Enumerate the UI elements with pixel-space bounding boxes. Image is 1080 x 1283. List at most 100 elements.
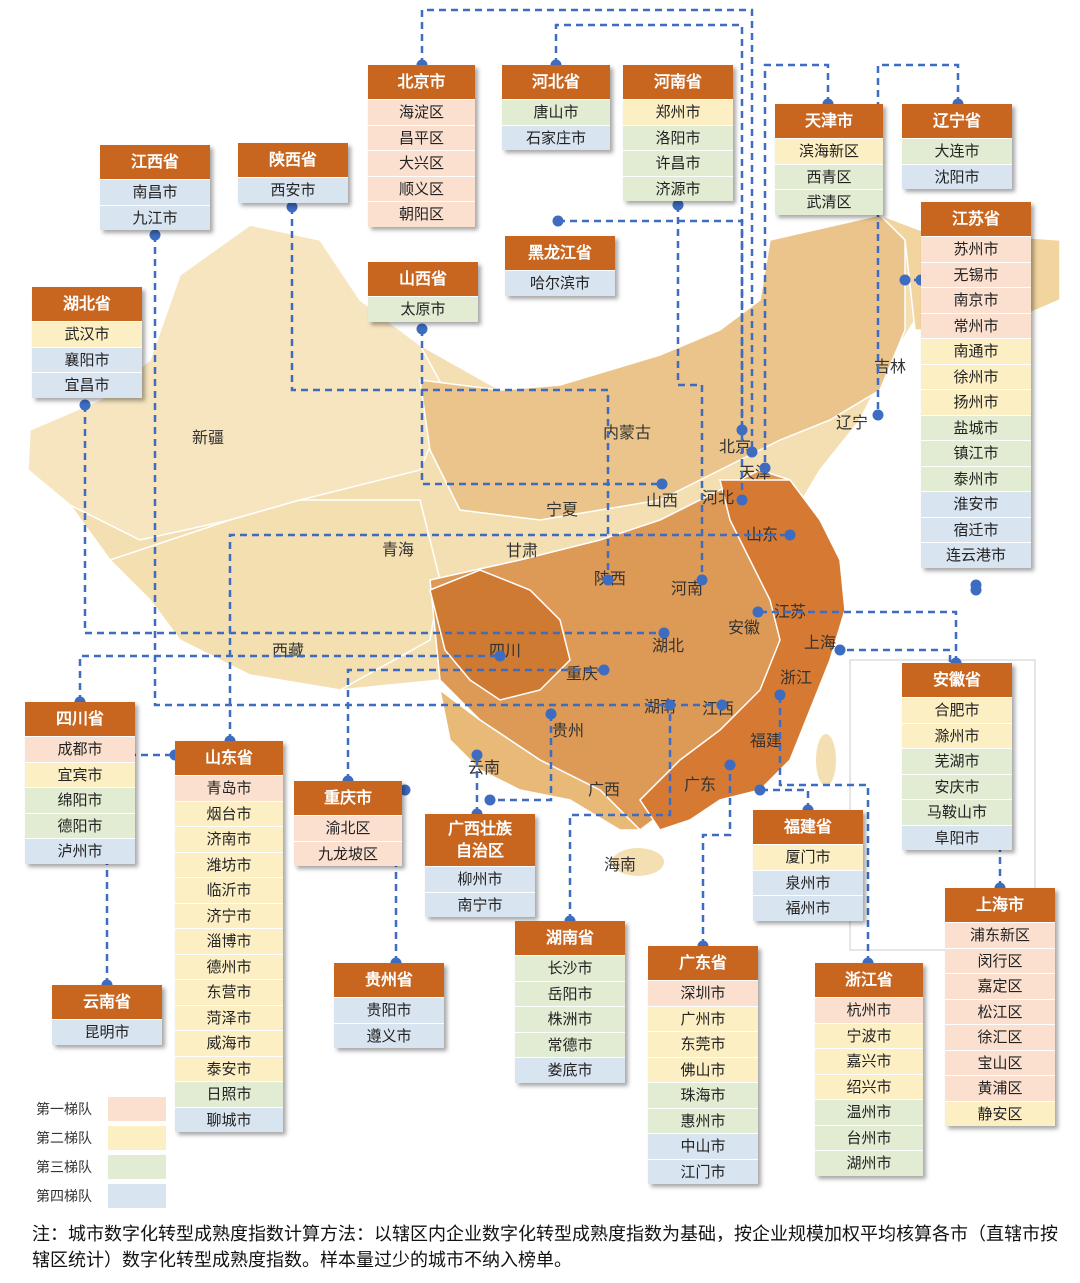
legend-label: 第二梯队 <box>36 1130 92 1147</box>
city-row: 静安区 <box>945 1100 1055 1126</box>
city-row: 大连市 <box>902 138 1012 164</box>
map-inset-frame <box>849 659 1036 951</box>
legend-swatch <box>108 1125 166 1150</box>
connector-dot <box>899 274 911 286</box>
connector-dot <box>746 446 758 458</box>
province-card-title: 浙江省 <box>815 963 923 997</box>
connector-dot <box>79 399 91 411</box>
province-card: 天津市 滨海新区 西青区 武清区 <box>775 104 883 215</box>
city-row: 常州市 <box>921 312 1031 338</box>
connector-dot <box>664 699 676 711</box>
city-row: 济源市 <box>623 175 733 201</box>
city-row: 宜宾市 <box>25 761 135 787</box>
city-row: 九龙坡区 <box>294 840 402 866</box>
city-row: 襄阳市 <box>32 346 142 372</box>
province-card: 安徽省 合肥市 滁州市 芜湖市 安庆市 马鞍山市 阜阳市 <box>902 663 1012 850</box>
province-card: 山东省 青岛市 烟台市 济南市 潍坊市 临沂市 济宁市 淄博市 德州市 东营市 菏泽市 威海市 泰安市日… <box>175 741 283 1132</box>
map-province-label: 上海 <box>804 633 836 652</box>
city-row: 宁波市 <box>815 1022 923 1048</box>
province-card: 北京市 海淀区 昌平区 大兴区 顺义区 朝阳区 <box>368 65 475 227</box>
city-row: 烟台市 <box>175 800 283 826</box>
connector-line <box>83 405 664 635</box>
city-row: 东营市 <box>175 979 283 1005</box>
connector-dot <box>716 699 728 711</box>
connector-dot <box>872 409 884 421</box>
province-card-title: 辽宁省 <box>902 104 1012 138</box>
legend: 第一梯队 第二梯队 第三梯队 第四梯队 <box>36 1094 166 1210</box>
map-taiwan <box>816 734 836 786</box>
map-province-label: 山西 <box>646 491 678 510</box>
city-row: 台州市 <box>815 1124 923 1150</box>
connector-dot <box>552 215 564 227</box>
province-card-title: 河北省 <box>502 65 610 99</box>
city-row: 青岛市 <box>175 775 283 801</box>
city-row: 威海市 <box>175 1030 283 1056</box>
connector-dot <box>545 708 557 720</box>
city-row: 菏泽市 <box>175 1004 283 1030</box>
city-row: 泰州市 <box>921 465 1031 491</box>
map-region-northwest <box>27 224 451 541</box>
city-row: 绍兴市 <box>815 1073 923 1099</box>
connector-dot <box>656 478 668 490</box>
city-row: 郑州市 <box>623 99 733 125</box>
connector-dot <box>602 574 614 586</box>
city-row: 苏州市 <box>921 236 1031 262</box>
connector-line <box>763 63 830 468</box>
city-row: 唐山市 <box>502 99 610 125</box>
footnote: 注：城市数字化转型成熟度指数计算方法：以辖区内企业数字化转型成熟度指数为基础，按… <box>32 1224 1058 1271</box>
province-card: 广西壮族 自治区 柳州市 南宁市 <box>425 814 535 917</box>
province-card: 河北省 唐山市 石家庄市 <box>502 65 610 150</box>
connector-dot <box>672 199 684 211</box>
city-row: 中山市 <box>648 1133 758 1159</box>
city-row: 徐州市 <box>921 363 1031 389</box>
city-row: 福州市 <box>753 895 863 921</box>
legend-swatch <box>108 1183 166 1208</box>
connector-line <box>554 23 744 500</box>
connector-dot <box>784 529 796 541</box>
city-row: 扬州市 <box>921 389 1031 415</box>
connector-dot <box>736 494 748 506</box>
map-region-southwest <box>438 688 642 831</box>
city-row: 济宁市 <box>175 902 283 928</box>
province-card-title: 广东省 <box>648 946 758 980</box>
city-row: 遵义市 <box>334 1022 444 1048</box>
province-card-title: 重庆市 <box>294 781 402 815</box>
map-province-label: 河南 <box>671 579 703 598</box>
connector-dot <box>834 644 846 656</box>
province-card: 上海市 浦东新区 闵行区 嘉定区 松江区 徐汇区 宝山区 黄浦区 静安区 <box>945 888 1055 1126</box>
map-region-sichuan <box>429 569 571 701</box>
city-row: 盐城市 <box>921 414 1031 440</box>
city-row: 长沙市 <box>515 955 625 981</box>
province-card-title: 天津市 <box>775 104 883 138</box>
province-card-title: 山东省 <box>175 741 283 775</box>
province-card: 陕西省 西安市 <box>238 143 348 203</box>
province-card-title: 江西省 <box>100 145 210 179</box>
connector-line <box>153 235 722 707</box>
city-row: 滨海新区 <box>775 138 883 164</box>
legend-label: 第一梯队 <box>36 1101 92 1118</box>
map-province-label: 吉林 <box>874 357 906 376</box>
city-row: 嘉兴市 <box>815 1048 923 1074</box>
connector-line <box>346 668 604 781</box>
city-row: 合肥市 <box>902 697 1012 723</box>
map-province-label: 海南 <box>604 855 636 874</box>
city-row: 杭州市 <box>815 997 923 1023</box>
city-row: 株洲市 <box>515 1006 625 1032</box>
city-row: 江门市 <box>648 1158 758 1184</box>
city-row: 成都市 <box>25 736 135 762</box>
map-region-tibet <box>108 499 441 691</box>
connector-dot <box>754 784 766 796</box>
city-row: 泉州市 <box>753 869 863 895</box>
connector-dot <box>658 627 670 639</box>
city-row: 武清区 <box>775 189 883 215</box>
province-card: 湖北省 武汉市 襄阳市 宜昌市 <box>32 287 142 398</box>
city-row: 洛阳市 <box>623 124 733 150</box>
map-province-label: 安徽 <box>728 618 760 637</box>
city-row: 佛山市 <box>648 1056 758 1082</box>
city-row: 太原市 <box>368 296 478 322</box>
city-row: 东莞市 <box>648 1031 758 1057</box>
city-row: 临沂市 <box>175 877 283 903</box>
province-card: 河南省 郑州市 洛阳市 许昌市 济源市 <box>623 65 733 201</box>
province-card: 浙江省 杭州市 宁波市 嘉兴市 绍兴市 温州市 台州市 湖州市 <box>815 963 923 1176</box>
